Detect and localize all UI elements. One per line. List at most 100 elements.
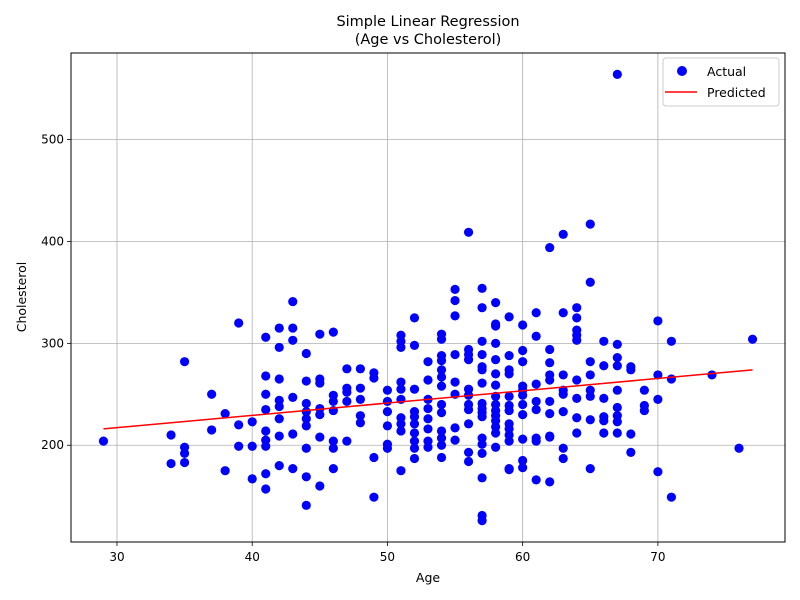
data-point — [531, 475, 541, 485]
plot-frame — [70, 52, 786, 543]
data-point — [450, 423, 460, 433]
data-point — [274, 342, 284, 353]
data-point — [436, 452, 447, 463]
data-point — [274, 374, 284, 384]
data-point — [491, 442, 501, 452]
data-point — [504, 350, 514, 361]
data-point — [382, 443, 393, 453]
data-point — [288, 392, 298, 402]
data-point — [463, 456, 474, 467]
data-point — [558, 308, 568, 318]
data-point — [491, 297, 501, 308]
data-point — [572, 393, 582, 403]
data-point — [450, 435, 460, 445]
data-point — [666, 336, 677, 346]
data-point — [545, 358, 555, 368]
data-point — [423, 424, 433, 434]
data-point — [220, 466, 230, 476]
data-point — [409, 419, 420, 429]
data-point — [234, 420, 244, 430]
data-point — [518, 345, 528, 356]
data-point — [261, 426, 271, 436]
data-point — [166, 430, 176, 440]
data-point — [409, 412, 420, 422]
data-point — [436, 426, 447, 436]
data-point — [518, 455, 528, 466]
data-point — [301, 500, 311, 510]
data-point — [328, 443, 338, 453]
data-point — [369, 373, 379, 383]
data-point — [734, 443, 744, 453]
data-point — [247, 474, 257, 484]
data-point — [491, 369, 501, 379]
data-point — [477, 336, 487, 346]
data-point — [463, 355, 474, 365]
data-point — [342, 436, 352, 446]
data-point — [477, 516, 487, 526]
data-point — [504, 405, 514, 416]
data-point — [585, 219, 595, 229]
data-point — [355, 418, 365, 428]
data-point — [599, 336, 609, 346]
data-point — [396, 384, 406, 394]
data-point — [234, 441, 244, 451]
data-point — [653, 316, 663, 326]
data-point — [450, 311, 460, 321]
data-point — [626, 365, 636, 375]
x-tick-label: 50 — [380, 550, 395, 564]
chart-title: Simple Linear Regression — [336, 14, 519, 30]
data-point — [436, 440, 447, 450]
data-point — [612, 353, 622, 363]
data-point — [409, 453, 420, 464]
data-point — [274, 460, 284, 471]
data-point — [653, 394, 663, 404]
data-point — [572, 428, 582, 438]
data-point — [518, 410, 528, 420]
data-point — [653, 467, 663, 477]
data-point — [666, 492, 677, 502]
data-point — [477, 439, 487, 449]
data-point — [247, 441, 257, 451]
data-point — [518, 320, 528, 330]
data-point — [477, 283, 487, 293]
data-point — [504, 391, 514, 401]
data-point — [558, 370, 568, 380]
data-point — [491, 355, 501, 365]
grid — [71, 53, 785, 542]
legend: Actual Predicted — [662, 57, 780, 107]
series-actual — [98, 69, 758, 526]
data-point — [288, 429, 298, 439]
data-point — [477, 349, 487, 360]
data-point — [572, 413, 582, 423]
data-point — [288, 335, 298, 345]
data-point — [545, 375, 555, 385]
data-point — [369, 452, 379, 463]
data-point — [342, 387, 352, 397]
data-point — [166, 458, 176, 469]
data-point — [612, 361, 622, 371]
data-point — [355, 383, 365, 393]
y-axis-label: Cholesterol — [14, 262, 29, 333]
data-point — [423, 403, 433, 414]
data-point — [396, 419, 406, 429]
data-point — [545, 242, 555, 253]
data-point — [396, 426, 406, 436]
data-point — [572, 375, 582, 385]
data-point — [288, 464, 298, 474]
data-point — [315, 329, 325, 339]
data-point — [423, 442, 433, 452]
data-point — [626, 429, 636, 439]
data-point — [491, 380, 501, 390]
legend-label-actual: Actual — [707, 64, 746, 79]
x-tick-label: 40 — [245, 550, 260, 564]
data-point — [342, 396, 352, 407]
data-point — [423, 375, 433, 385]
data-point — [477, 365, 487, 375]
data-point — [261, 389, 271, 399]
data-point — [463, 227, 474, 237]
x-tick-label: 70 — [650, 550, 665, 564]
data-point — [288, 296, 298, 307]
y-tick-label: 200 — [41, 438, 64, 452]
data-point — [639, 385, 649, 395]
data-point — [666, 374, 677, 384]
